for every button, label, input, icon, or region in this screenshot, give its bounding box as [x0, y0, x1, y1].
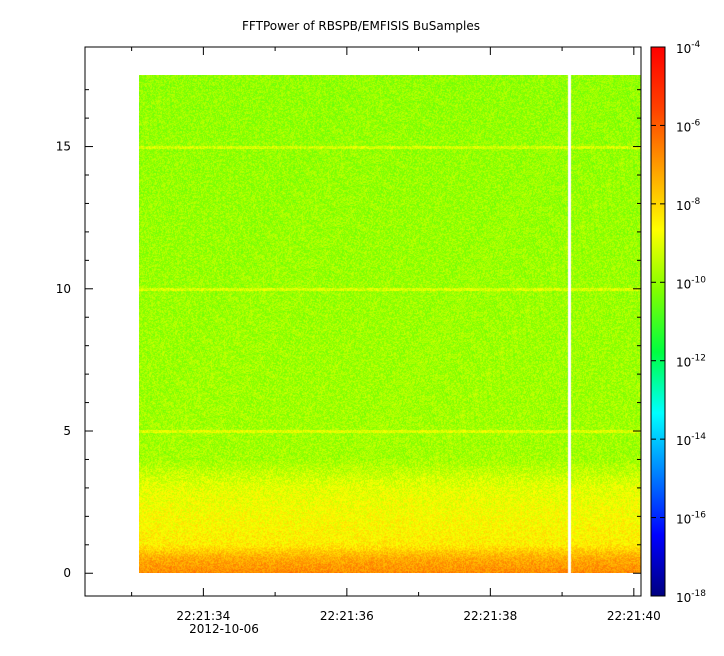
heatmap-image — [139, 75, 641, 573]
date-label: 2012-10-06 — [189, 622, 259, 636]
x-tick-label: 22:21:36 — [320, 609, 374, 623]
colorbar-tick-label: 10-6 — [676, 118, 701, 134]
y-tick-label: 15 — [56, 140, 71, 154]
y-tick-label: 5 — [63, 424, 71, 438]
y-tick-label: 0 — [63, 566, 71, 580]
colorbar-tick-label: 10-10 — [676, 275, 706, 291]
colorbar-tick-label: 10-8 — [676, 197, 701, 213]
colorbar-tick-label: 10-4 — [676, 40, 701, 56]
colorbar-tick-label: 10-12 — [676, 354, 706, 370]
x-axis: 22:21:34 22:21:36 22:21:38 22:21:40 — [131, 47, 661, 623]
chart-title: FFTPower of RBSPB/EMFISIS BuSamples — [242, 19, 480, 33]
colorbar-tick-label: 10-16 — [676, 511, 706, 527]
y-axis: 0 5 10 15 — [56, 89, 641, 580]
x-tick-label: 22:21:38 — [463, 609, 517, 623]
colorbar-tick-label: 10-18 — [676, 589, 706, 605]
colorbar: 10-4 10-6 10-8 10-10 10-12 10-14 10-16 10-18 — [650, 40, 706, 605]
colorbar-tick-label: 10-14 — [676, 432, 706, 448]
colorbar-gradient — [650, 46, 666, 597]
x-tick-label: 22:21:40 — [607, 609, 661, 623]
y-tick-label: 10 — [56, 282, 71, 296]
x-tick-label: 22:21:34 — [176, 609, 230, 623]
plot-frame — [84, 46, 642, 597]
colorbar-ticks: 10-4 10-6 10-8 10-10 10-12 10-14 10-16 10-18 — [651, 40, 706, 605]
heatmap-raster — [139, 75, 641, 573]
